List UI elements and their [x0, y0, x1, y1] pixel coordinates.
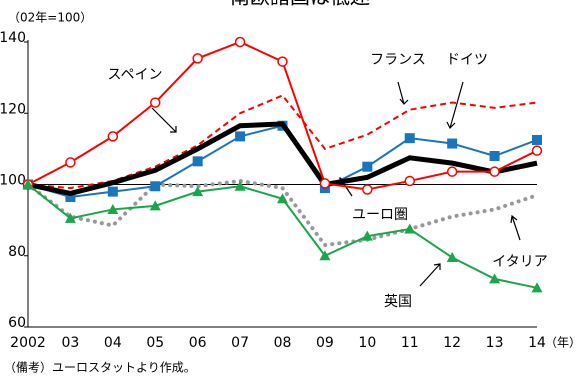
marker — [404, 223, 416, 234]
x-tick-label: 09 — [316, 335, 334, 351]
marker — [446, 252, 458, 263]
marker — [489, 273, 501, 284]
marker — [447, 138, 458, 149]
marker — [107, 131, 119, 142]
x-tick-label: 11 — [401, 335, 419, 351]
y-unit-label: （02年=100） — [8, 11, 92, 25]
marker — [192, 53, 203, 64]
marker — [362, 161, 373, 172]
series-label: イタリア — [492, 254, 547, 270]
marker — [234, 180, 246, 191]
marker — [319, 178, 331, 189]
marker — [107, 186, 118, 197]
marker — [446, 166, 458, 177]
marker — [319, 250, 331, 261]
marker — [150, 97, 161, 108]
series-label: ドイツ — [446, 52, 488, 68]
marker — [149, 200, 161, 211]
marker — [277, 193, 288, 204]
marker — [192, 186, 204, 197]
x-unit-label: （年） — [545, 336, 581, 350]
x-tick-label: 14 — [528, 335, 546, 351]
x-tick-label: 2002 — [10, 335, 46, 351]
marker — [64, 212, 76, 223]
series-label: フランス — [370, 52, 426, 68]
marker — [532, 134, 542, 145]
marker — [404, 133, 415, 144]
marker — [235, 131, 246, 142]
marker — [531, 145, 543, 156]
marker — [65, 191, 76, 202]
marker — [22, 179, 34, 189]
marker — [489, 166, 500, 177]
y-tick-label: 120 — [0, 101, 26, 117]
marker — [361, 230, 373, 241]
x-tick-label: 05 — [146, 335, 164, 351]
marker — [277, 56, 288, 67]
x-tick-label: 07 — [231, 335, 249, 351]
series-label: 英国 — [384, 293, 412, 310]
chart-title: 南欧諸国は低迷 — [230, 0, 370, 9]
y-tick-label: 140 — [0, 30, 26, 46]
marker — [362, 184, 373, 195]
marker — [404, 175, 415, 187]
annotation-arrows — [151, 81, 521, 287]
x-tick-label: 13 — [486, 335, 504, 351]
note: （備考）ユーロスタットより作成。 — [4, 360, 196, 375]
series-label: スペイン — [107, 67, 162, 83]
marker — [150, 181, 161, 192]
x-tick-label: 12 — [443, 335, 461, 351]
marker — [192, 156, 203, 167]
y-tick-label: 80 — [8, 244, 26, 260]
marker — [65, 157, 76, 168]
x-tick-label: 04 — [104, 335, 122, 351]
y-tick-label: 100 — [0, 173, 26, 189]
x-tick-label: 10 — [358, 335, 376, 351]
marker — [234, 36, 246, 48]
x-tick-label: 08 — [274, 335, 292, 351]
marker — [107, 203, 119, 214]
x-tick-label: 06 — [189, 335, 207, 351]
series-label: ユーロ圏 — [352, 207, 408, 223]
marker — [489, 151, 500, 161]
y-tick-label: 60 — [8, 315, 26, 331]
series-line — [27, 121, 538, 196]
marker — [531, 282, 543, 293]
x-tick-label: 03 — [62, 335, 80, 351]
series-line — [26, 178, 539, 248]
